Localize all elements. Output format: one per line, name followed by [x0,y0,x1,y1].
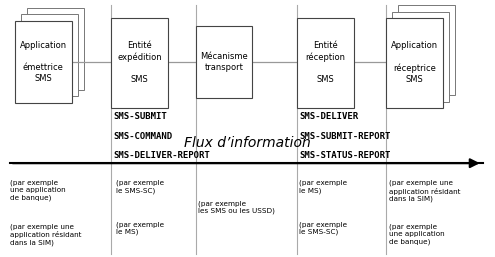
Text: (par exemple une
application résidant
dans la SIM): (par exemple une application résidant da… [10,224,81,246]
Bar [398,5,455,95]
Bar [15,21,72,103]
Text: (par exemple
les SMS ou les USSD): (par exemple les SMS ou les USSD) [198,200,275,214]
Text: (par exemple
le MS): (par exemple le MS) [116,221,164,235]
Text: (par exemple
une application
de banque): (par exemple une application de banque) [10,180,65,201]
Text: SMS-DELIVER-REPORT: SMS-DELIVER-REPORT [114,151,210,160]
Text: (par exemple une
application résidant
dans la SIM): (par exemple une application résidant da… [389,180,460,202]
Bar [196,26,252,98]
Text: SMS-DELIVER: SMS-DELIVER [299,112,358,122]
Text: (par exemple
une application
de banque): (par exemple une application de banque) [389,224,444,245]
Text: Flux d’information: Flux d’information [184,136,311,150]
Bar [111,18,168,108]
Text: SMS-COMMAND: SMS-COMMAND [114,132,173,141]
Bar [386,18,443,108]
Text: Application

émettrice
SMS: Application émettrice SMS [20,41,67,83]
Bar [21,14,78,96]
Text: (par exemple
le MS): (par exemple le MS) [299,180,347,194]
Text: (par exemple
le SMS-SC): (par exemple le SMS-SC) [299,221,347,235]
Bar [392,12,449,102]
Text: (par exemple
le SMS-SC): (par exemple le SMS-SC) [116,180,164,194]
Text: Mécanisme
transport: Mécanisme transport [200,52,248,72]
Text: SMS-SUBMIT-REPORT: SMS-SUBMIT-REPORT [299,132,391,141]
Bar [27,8,84,90]
Text: Entité
réception

SMS: Entité réception SMS [305,41,346,85]
Bar [297,18,354,108]
Text: SMS-STATUS-REPORT: SMS-STATUS-REPORT [299,151,391,160]
Text: SMS-SUBMIT: SMS-SUBMIT [114,112,168,122]
Text: Entité
expédition

SMS: Entité expédition SMS [117,41,162,85]
Text: Application

réceptrice
SMS: Application réceptrice SMS [391,41,438,85]
